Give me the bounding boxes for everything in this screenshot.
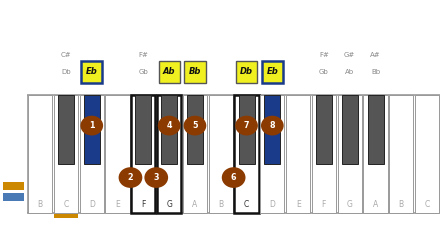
Text: 3: 3 [154, 173, 159, 182]
Circle shape [222, 167, 246, 188]
Text: F#: F# [139, 52, 148, 58]
Text: G: G [166, 200, 172, 209]
Bar [262, 61, 283, 83]
Text: A: A [192, 200, 198, 209]
Bar [136, 94, 151, 164]
Text: F#: F# [319, 52, 329, 58]
Bar [260, 95, 284, 213]
Bar [58, 94, 74, 164]
Bar [235, 95, 259, 213]
Text: E: E [296, 200, 301, 209]
Text: F: F [141, 200, 146, 209]
Bar [286, 95, 310, 213]
Text: B: B [37, 200, 43, 209]
Text: 6: 6 [231, 173, 236, 182]
Text: Ab: Ab [345, 69, 354, 75]
Text: D: D [89, 200, 95, 209]
Bar [316, 94, 332, 164]
Text: Bb: Bb [189, 68, 201, 76]
Bar [363, 95, 388, 213]
Text: Db: Db [61, 69, 71, 75]
Bar [367, 94, 384, 164]
Text: Db: Db [240, 68, 253, 76]
Text: C: C [63, 200, 69, 209]
Text: B: B [399, 200, 404, 209]
Text: A#: A# [370, 52, 381, 58]
Text: Gb: Gb [319, 69, 329, 75]
Bar [337, 95, 362, 213]
Bar [131, 95, 155, 213]
Circle shape [144, 167, 168, 188]
Text: G: G [347, 200, 352, 209]
Bar [187, 94, 203, 164]
Circle shape [81, 116, 103, 135]
Circle shape [261, 116, 284, 135]
Text: 5: 5 [192, 121, 198, 130]
Text: basicmusictheory.com: basicmusictheory.com [11, 71, 16, 145]
Bar [264, 94, 280, 164]
Bar [27, 94, 440, 213]
Bar [238, 94, 254, 164]
Text: D: D [269, 200, 275, 209]
Circle shape [183, 116, 206, 135]
Bar [28, 95, 52, 213]
Text: A: A [373, 200, 378, 209]
Text: 1: 1 [89, 121, 95, 130]
Bar [415, 95, 439, 213]
Bar [80, 95, 104, 213]
Circle shape [158, 116, 180, 135]
Bar [3, 193, 24, 201]
Text: C: C [425, 200, 430, 209]
Bar [342, 94, 358, 164]
Bar [81, 61, 103, 83]
Bar [312, 95, 336, 213]
Text: C: C [244, 200, 249, 209]
Bar [3, 182, 24, 190]
Text: 2: 2 [128, 173, 133, 182]
Circle shape [119, 167, 142, 188]
Text: E: E [115, 200, 120, 209]
Text: Ab: Ab [163, 68, 176, 76]
Text: G#: G# [344, 52, 356, 58]
Bar [54, 214, 78, 218]
Text: 4: 4 [166, 121, 172, 130]
Bar [106, 95, 130, 213]
Text: F: F [322, 200, 326, 209]
Bar [183, 95, 207, 213]
Text: Eb: Eb [86, 68, 98, 76]
Text: 8: 8 [270, 121, 275, 130]
Bar [184, 61, 205, 83]
Bar [161, 94, 177, 164]
Circle shape [235, 116, 258, 135]
Text: Eb: Eb [267, 68, 278, 76]
Text: Gb: Gb [139, 69, 148, 75]
Bar [389, 95, 414, 213]
Text: Bb: Bb [371, 69, 380, 75]
Bar [236, 61, 257, 83]
Bar [209, 95, 233, 213]
Bar [84, 94, 100, 164]
Text: B: B [218, 200, 224, 209]
Bar [158, 61, 180, 83]
Text: C#: C# [61, 52, 71, 58]
Bar [157, 95, 181, 213]
Bar [54, 95, 78, 213]
Text: 7: 7 [244, 121, 249, 130]
